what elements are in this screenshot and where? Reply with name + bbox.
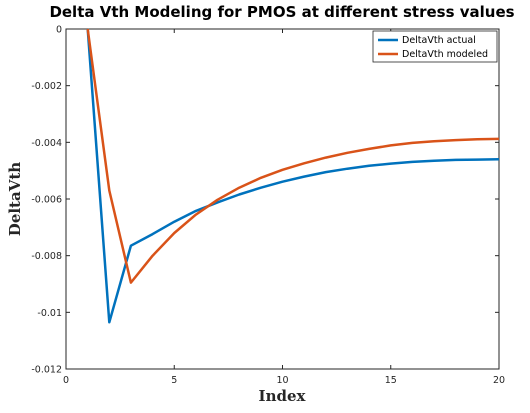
legend: DeltaVth actual DeltaVth modeled <box>372 30 498 63</box>
axis-ticks: 0 5 10 15 20 0 -0.002 -0.004 -0.006 -0.008 -0.01 -0… <box>31 25 505 387</box>
legend-box <box>372 30 498 63</box>
x-tick-label: 10 <box>276 375 288 386</box>
x-tick-label: 20 <box>493 375 505 386</box>
y-axis-label: DeltaVth <box>6 162 24 236</box>
chart-title: Delta Vth Modeling for PMOS at different… <box>49 3 514 21</box>
series-line-modeled <box>86 28 500 284</box>
y-tick-label: -0.002 <box>31 81 62 92</box>
y-tick-label: -0.008 <box>31 251 62 262</box>
legend-label-actual: DeltaVth actual <box>402 35 476 46</box>
plot-area <box>65 28 500 370</box>
series-lines <box>86 28 500 324</box>
x-tick-label: 15 <box>385 375 397 386</box>
y-tick-label: -0.004 <box>31 138 62 149</box>
y-tick-label: -0.006 <box>31 195 62 206</box>
x-axis-label: Index <box>259 387 307 405</box>
x-tick-label: 0 <box>63 375 69 386</box>
y-tick-label: -0.01 <box>37 308 62 319</box>
x-tick-label: 5 <box>171 375 177 386</box>
series-line-actual <box>86 28 500 324</box>
y-tick-label: 0 <box>56 25 62 36</box>
y-tick-label: -0.012 <box>31 365 62 376</box>
legend-label-modeled: DeltaVth modeled <box>402 49 488 60</box>
